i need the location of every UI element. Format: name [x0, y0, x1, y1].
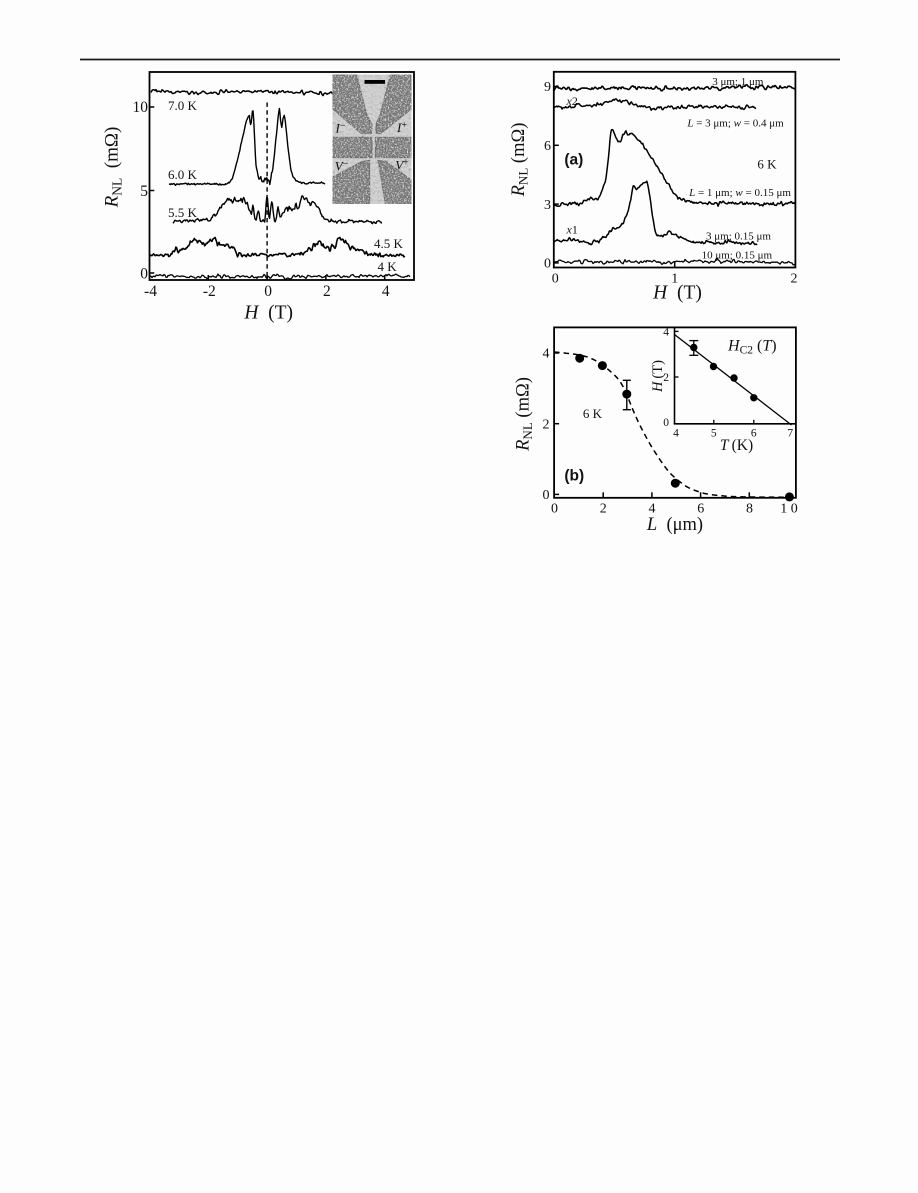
svg-text:0: 0: [663, 417, 669, 429]
svg-text:1 0: 1 0: [780, 502, 798, 517]
svg-text:4.5 K: 4.5 K: [374, 236, 404, 251]
svg-text:5: 5: [140, 183, 148, 200]
svg-text:H (T): H (T): [652, 283, 702, 304]
svg-text:8: 8: [746, 502, 753, 517]
svg-text:10 μm; 0.15 μm: 10 μm; 0.15 μm: [702, 249, 773, 261]
svg-text:0: 0: [552, 272, 559, 287]
svg-text:H (T): H (T): [650, 360, 666, 393]
svg-text:I−: I−: [335, 121, 346, 136]
svg-text:10: 10: [133, 99, 149, 116]
svg-text:0: 0: [264, 283, 272, 300]
svg-text:2: 2: [663, 372, 669, 384]
svg-text:6.0 K: 6.0 K: [168, 167, 198, 182]
svg-text:2: 2: [791, 272, 798, 287]
svg-text:0: 0: [140, 265, 148, 282]
svg-text:4: 4: [649, 502, 656, 517]
svg-text:7.0 K: 7.0 K: [168, 98, 198, 113]
svg-text:x2: x2: [566, 94, 578, 108]
svg-text:0: 0: [543, 488, 550, 503]
svg-text:5.5 K: 5.5 K: [168, 205, 198, 220]
svg-text:2: 2: [323, 283, 331, 300]
svg-text:L = 1 μm; w = 0.15 μm: L = 1 μm; w = 0.15 μm: [688, 187, 791, 199]
svg-text:RNL (mΩ): RNL (mΩ): [509, 123, 531, 198]
svg-text:4: 4: [663, 327, 669, 339]
svg-text:L = 3 μm; w = 0.4 μm: L = 3 μm; w = 0.4 μm: [686, 117, 784, 129]
svg-text:T (K): T (K): [720, 437, 753, 454]
svg-text:-2: -2: [203, 283, 216, 300]
svg-text:6: 6: [544, 139, 551, 154]
svg-text:3 μm; 1 μm: 3 μm; 1 μm: [712, 76, 764, 88]
svg-text:4: 4: [543, 347, 550, 362]
svg-text:x1: x1: [566, 223, 578, 237]
svg-text:V+: V+: [395, 158, 409, 173]
svg-text:9: 9: [544, 80, 551, 95]
svg-text:6: 6: [697, 502, 704, 517]
svg-text:RNL (mΩ): RNL (mΩ): [102, 127, 125, 209]
svg-text:3 μm; 0.15 μm: 3 μm; 0.15 μm: [706, 230, 771, 242]
svg-text:-4: -4: [144, 283, 157, 300]
svg-text:(a): (a): [564, 151, 583, 168]
svg-text:2: 2: [600, 502, 607, 517]
svg-text:6: 6: [751, 428, 757, 440]
svg-text:I+: I+: [396, 120, 407, 135]
svg-text:RNL (mΩ): RNL (mΩ): [514, 377, 536, 452]
svg-text:4: 4: [673, 428, 679, 440]
svg-text:7: 7: [787, 428, 793, 440]
svg-text:3: 3: [544, 198, 551, 213]
svg-text:L (μm): L (μm): [646, 515, 703, 535]
svg-text:2: 2: [543, 417, 550, 432]
svg-text:0: 0: [551, 502, 558, 517]
svg-text:V−: V−: [335, 159, 349, 174]
svg-text:5: 5: [711, 428, 717, 440]
svg-text:HC2 (T): HC2 (T): [727, 338, 777, 357]
svg-text:(b): (b): [564, 467, 584, 484]
svg-text:6 K: 6 K: [583, 406, 603, 421]
svg-text:6 K: 6 K: [757, 157, 777, 172]
svg-text:0: 0: [544, 257, 551, 272]
svg-text:4 K: 4 K: [378, 259, 398, 274]
svg-text:4: 4: [382, 283, 390, 300]
svg-text:1: 1: [671, 272, 678, 287]
svg-text:H (T): H (T): [243, 302, 293, 323]
